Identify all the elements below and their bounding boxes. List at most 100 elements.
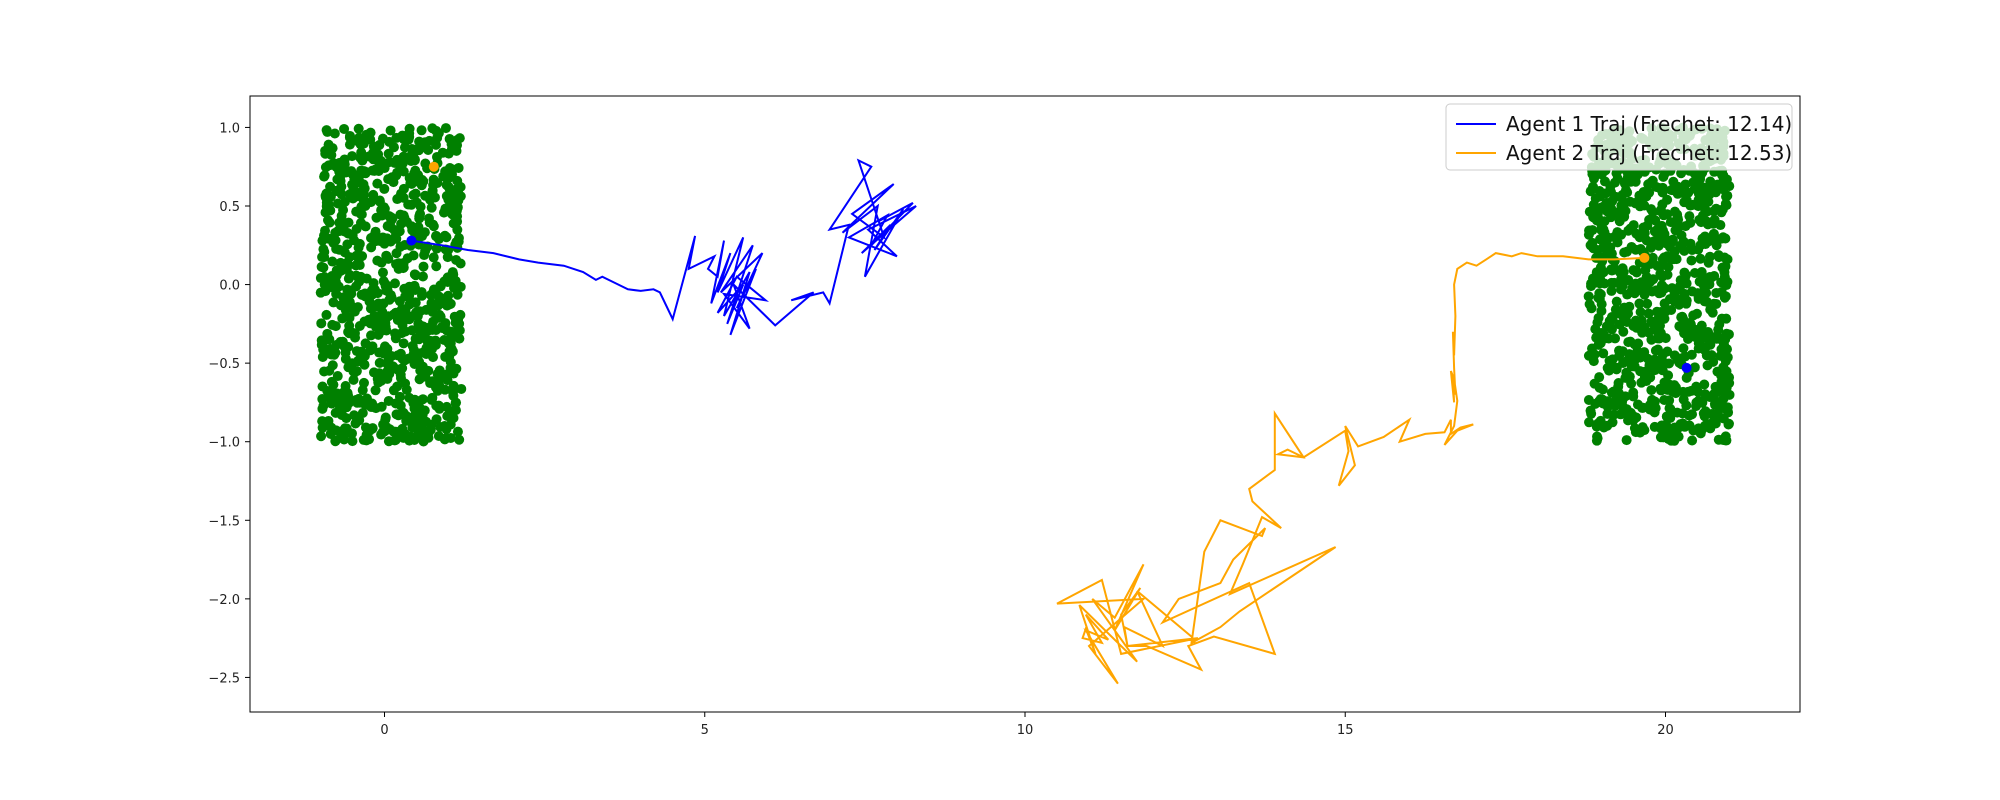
cluster-1-point xyxy=(431,400,442,411)
cluster-1-point xyxy=(353,123,364,134)
cluster-1-point xyxy=(450,405,461,416)
cluster-1-point xyxy=(410,270,421,281)
cluster-2-point xyxy=(1706,181,1717,192)
cluster-1-point xyxy=(441,232,452,243)
cluster-2-point xyxy=(1684,410,1695,421)
cluster-2-point xyxy=(1586,303,1597,314)
cluster-2-point xyxy=(1687,435,1698,446)
cluster-1-point xyxy=(428,174,439,185)
cluster-1-point xyxy=(456,383,467,394)
cluster-2-point xyxy=(1664,358,1675,369)
cluster-2-point xyxy=(1717,262,1728,273)
cluster-1-point xyxy=(452,426,463,437)
cluster-1-point xyxy=(332,265,343,276)
cluster-2-point xyxy=(1719,271,1730,282)
cluster-2-point xyxy=(1701,350,1712,361)
cluster-2-point xyxy=(1617,346,1628,357)
cluster-1-point xyxy=(391,409,402,420)
cluster-1-point xyxy=(428,316,439,327)
cluster-2-point xyxy=(1639,228,1650,239)
cluster-1-point xyxy=(395,373,406,384)
cluster-1-point xyxy=(317,381,328,392)
cluster-2-point xyxy=(1587,169,1598,180)
cluster-1-point xyxy=(356,346,367,357)
cluster-1-point xyxy=(406,155,417,166)
cluster-1-point xyxy=(446,139,457,150)
cluster-2-point xyxy=(1679,321,1690,332)
cluster-1-point xyxy=(356,165,367,176)
cluster-1-point xyxy=(431,414,442,425)
cluster-1-point xyxy=(426,202,437,213)
cluster-2-point xyxy=(1601,239,1612,250)
cluster-2-point xyxy=(1656,287,1667,298)
cluster-2-point xyxy=(1593,339,1604,350)
cluster-1-point xyxy=(324,200,335,211)
cluster-2-point xyxy=(1670,382,1681,393)
cluster-2-point xyxy=(1664,395,1675,406)
cluster-1-point xyxy=(417,361,428,372)
cluster-1-point xyxy=(406,144,417,155)
cluster-2-point xyxy=(1636,315,1647,326)
cluster-1-point xyxy=(448,390,459,401)
cluster-1-point xyxy=(322,328,333,339)
cluster-2-point xyxy=(1610,191,1621,202)
cluster-1-point xyxy=(420,158,431,169)
cluster-1-point xyxy=(358,193,369,204)
cluster-2-point xyxy=(1638,186,1649,197)
position-marker-1 xyxy=(406,235,417,246)
cluster-2-point xyxy=(1684,211,1695,222)
cluster-1-point xyxy=(414,213,425,224)
cluster-1-point xyxy=(407,225,418,236)
cluster-2-point xyxy=(1695,240,1706,251)
cluster-2-point xyxy=(1671,428,1682,439)
cluster-1-point xyxy=(377,133,388,144)
cluster-1-point xyxy=(361,273,372,284)
cluster-1-point xyxy=(431,243,442,254)
cluster-1-point xyxy=(403,199,414,210)
cluster-1-point xyxy=(357,251,368,262)
x-tick-label: 10 xyxy=(1017,723,1034,738)
cluster-1-point xyxy=(321,418,332,429)
cluster-2-point xyxy=(1664,403,1675,414)
cluster-2-point xyxy=(1694,276,1705,287)
cluster-1-point xyxy=(417,394,428,405)
cluster-2-point xyxy=(1586,281,1597,292)
cluster-2-point xyxy=(1699,411,1710,422)
y-tick-label: −1.5 xyxy=(208,514,240,529)
cluster-1-point xyxy=(334,226,345,237)
cluster-2-point xyxy=(1688,310,1699,321)
cluster-2-point xyxy=(1679,197,1690,208)
cluster-1-point xyxy=(432,385,443,396)
cluster-1-point xyxy=(446,344,457,355)
x-axis: 0 5 10 15 20 xyxy=(380,712,1674,738)
cluster-1-point xyxy=(389,435,400,446)
cluster-1-point xyxy=(358,377,369,388)
cluster-1-point xyxy=(448,413,459,424)
cluster-2-point xyxy=(1715,220,1726,231)
cluster-1-point xyxy=(384,157,395,168)
cluster-2-point xyxy=(1602,396,1613,407)
cluster-2-point xyxy=(1622,172,1633,183)
cluster-2-point xyxy=(1651,306,1662,317)
cluster-1-point xyxy=(421,304,432,315)
cluster-2-point xyxy=(1713,434,1724,445)
cluster-2-point xyxy=(1700,330,1711,341)
cluster-1-point xyxy=(354,260,365,271)
cluster-2-point xyxy=(1657,182,1668,193)
cluster-1-point xyxy=(374,196,385,207)
cluster-1-point xyxy=(324,217,335,228)
cluster-2-point xyxy=(1637,327,1648,338)
cluster-1-point xyxy=(321,188,332,199)
agent-1-trajectory-line xyxy=(411,158,917,336)
cluster-1-point xyxy=(372,178,383,189)
cluster-2-point xyxy=(1670,225,1681,236)
cluster-2-point xyxy=(1598,224,1609,235)
cluster-2-point xyxy=(1652,260,1663,271)
cluster-2-point xyxy=(1588,243,1599,254)
y-tick-label: −1.0 xyxy=(208,436,240,451)
cluster-2-point xyxy=(1633,283,1644,294)
cluster-1-point xyxy=(326,398,337,409)
cluster-2-point xyxy=(1668,294,1679,305)
cluster-2-point xyxy=(1590,193,1601,204)
cluster-2-point xyxy=(1609,177,1620,188)
